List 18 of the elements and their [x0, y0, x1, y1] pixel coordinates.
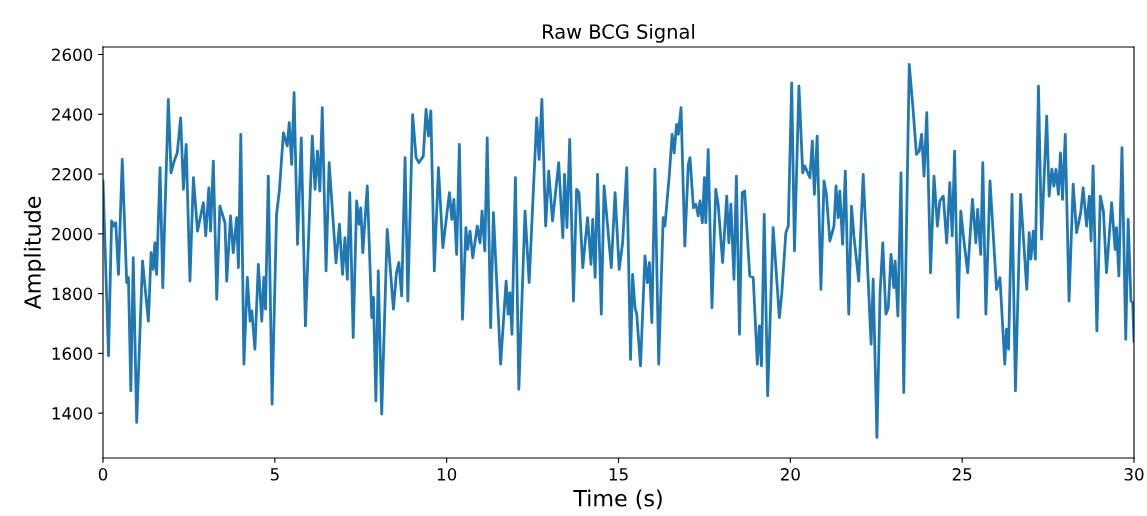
x-tick-label: 10: [437, 468, 457, 481]
y-tick-label: 2600: [52, 48, 93, 62]
x-tick-label: 0: [98, 468, 108, 481]
y-tick-label: 2400: [52, 108, 93, 121]
x-tick-label: 30: [1124, 468, 1144, 481]
y-tick-label: 1400: [52, 407, 93, 420]
x-tick-label: 20: [780, 468, 800, 481]
y-tick-label: 1800: [52, 287, 93, 301]
x-tick-label: 25: [952, 468, 972, 481]
y-tick-label: 1600: [52, 347, 93, 360]
x-axis-title: Time (s): [573, 489, 662, 510]
chart-title: Raw BCG Signal: [543, 23, 694, 43]
x-tick-label: 5: [270, 468, 279, 481]
x-tick-label: 15: [609, 468, 628, 481]
line-series: [103, 62, 1134, 439]
y-axis-title: Amplitude: [23, 196, 46, 310]
y-tick-label: 2000: [52, 227, 93, 241]
y-tick-label: 2200: [52, 168, 93, 181]
